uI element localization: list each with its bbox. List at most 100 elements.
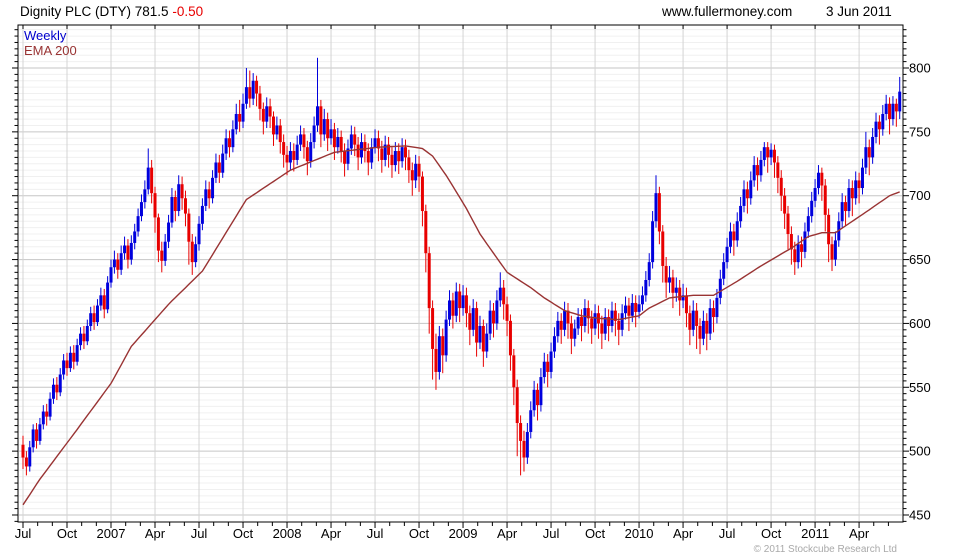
candle-down (850, 188, 854, 199)
candle-up (109, 267, 113, 283)
candle-up (295, 144, 299, 160)
candle-down (126, 245, 130, 260)
candle-down (150, 167, 154, 194)
candle-down (475, 308, 479, 343)
candle-down (160, 250, 164, 261)
candle-down (586, 308, 590, 319)
candle-down (227, 138, 231, 148)
candle-down (779, 177, 783, 196)
candle-down (512, 355, 516, 388)
x-axis-label: Apr (145, 526, 166, 541)
y-axis-label: 800 (909, 61, 931, 76)
candle-up (576, 317, 580, 329)
candle-up (752, 165, 756, 181)
candle-up (231, 129, 235, 148)
candle-down (363, 142, 367, 152)
candle-down (302, 134, 306, 148)
candle-down (404, 147, 408, 158)
candle-down (617, 320, 621, 330)
candle-down (661, 231, 665, 266)
candle-up (329, 129, 333, 139)
candle-down (72, 352, 76, 362)
candle-down (458, 291, 462, 309)
candle-down (695, 310, 699, 326)
candle-down (332, 129, 336, 148)
candle-up (498, 287, 502, 301)
candle-up (58, 374, 62, 393)
website-label: www.fullermoney.com (662, 4, 793, 19)
candle-up (701, 320, 705, 339)
candle-down (248, 87, 252, 99)
candle-down (21, 444, 25, 458)
candle-down (867, 147, 871, 158)
candle-down (786, 213, 790, 235)
candle-up (532, 389, 536, 411)
candle-down (376, 138, 380, 149)
candle-down (607, 317, 611, 326)
candle-up (854, 180, 858, 199)
candle-up (637, 304, 641, 312)
candle-up (674, 287, 678, 293)
candle-down (407, 157, 411, 171)
candle-up (478, 325, 482, 343)
candle-down (258, 93, 262, 109)
candle-up (549, 351, 553, 372)
candle-up (762, 147, 766, 160)
candle-down (502, 287, 506, 305)
candle-up (803, 231, 807, 252)
candle-up (123, 245, 127, 254)
candle-up (485, 333, 489, 352)
candle-up (583, 308, 587, 326)
candle-up (654, 193, 658, 222)
candle-up (833, 240, 837, 260)
x-axis-label: Oct (761, 526, 782, 541)
candle-down (678, 287, 682, 301)
candle-down (441, 336, 445, 356)
candle-up (681, 295, 685, 301)
candle-down (356, 144, 360, 158)
candle-down (793, 249, 797, 263)
candle-down (271, 116, 275, 135)
candle-down (492, 310, 496, 324)
candle-up (393, 151, 397, 166)
candle-up (146, 167, 150, 190)
candle-up (204, 189, 208, 206)
candle-up (728, 231, 732, 247)
candle-down (688, 313, 692, 330)
candle-up (620, 313, 624, 330)
candle-down (153, 193, 157, 218)
candle-up (177, 184, 181, 212)
candle-up (647, 262, 651, 280)
candle-down (278, 125, 282, 143)
candle-up (62, 360, 66, 375)
candle-down (569, 323, 573, 339)
y-axis-label: 700 (909, 188, 931, 203)
x-axis-label: Apr (321, 526, 342, 541)
candle-up (573, 328, 577, 339)
x-axis-label: Jul (543, 526, 560, 541)
candle-up (315, 106, 319, 126)
candle-up (495, 300, 499, 324)
candle-up (234, 113, 238, 130)
candle-down (888, 103, 892, 120)
candle-up (309, 142, 313, 162)
candle-up (373, 138, 377, 148)
x-axis-label: 2011 (801, 526, 829, 541)
candle-down (664, 265, 668, 283)
candle-up (651, 221, 655, 263)
x-axis-label: 2010 (625, 526, 654, 541)
candle-down (387, 144, 391, 155)
candle-down (827, 214, 831, 245)
candle-up (668, 277, 672, 283)
candle-down (600, 323, 604, 334)
y-axis-label: 650 (909, 252, 931, 267)
x-axis-label: Apr (673, 526, 694, 541)
candle-down (207, 189, 211, 199)
candle-up (884, 103, 888, 114)
candle-up (224, 138, 228, 154)
candle-up (739, 205, 743, 222)
candle-down (627, 305, 631, 316)
candle-down (339, 136, 343, 152)
x-axis-label: Jul (15, 526, 32, 541)
candle-up (346, 148, 350, 164)
